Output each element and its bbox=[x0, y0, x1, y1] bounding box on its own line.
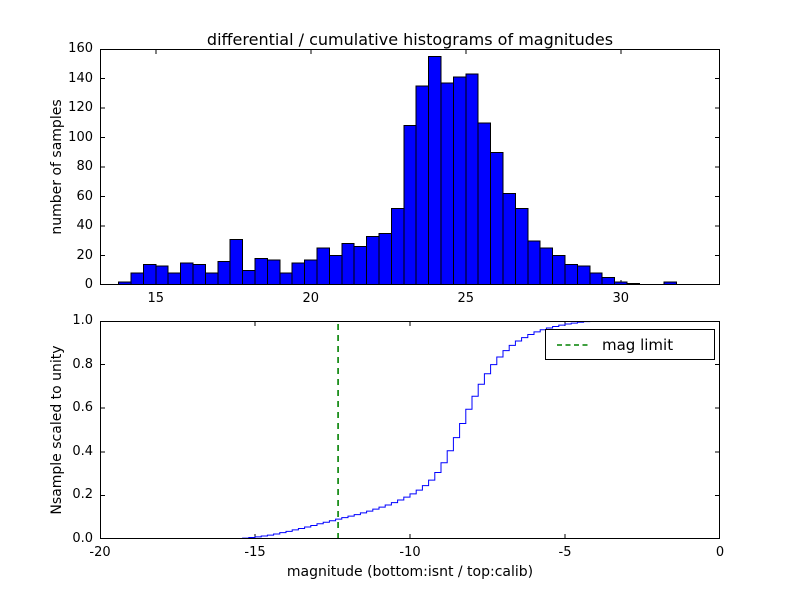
x-tick-label: -5 bbox=[558, 545, 572, 560]
legend-dashed-line-icon bbox=[557, 343, 591, 346]
y-tick-label: 0.2 bbox=[72, 487, 93, 503]
y-tick-label: 0.6 bbox=[72, 400, 93, 416]
y-tick-label: 160 bbox=[68, 41, 93, 56]
y-tick-label: 40 bbox=[76, 218, 93, 233]
x-tick-label: 0 bbox=[715, 545, 725, 560]
y-tick-label: 20 bbox=[76, 247, 93, 263]
y-tick-label: 60 bbox=[76, 188, 93, 204]
y-tick-label: 0.0 bbox=[72, 531, 93, 546]
chart-title: differential / cumulative histograms of … bbox=[206, 30, 614, 49]
x-tick-label: 30 bbox=[612, 291, 630, 306]
x-tick-label: -20 bbox=[89, 545, 111, 560]
y-tick-label: 0 bbox=[84, 277, 93, 292]
x-tick-label: 25 bbox=[457, 291, 475, 306]
x-tick-label: 20 bbox=[302, 291, 320, 306]
y-tick-label: 0.8 bbox=[72, 356, 93, 372]
legend-label: mag limit bbox=[602, 335, 674, 354]
x-tick-label: 15 bbox=[147, 291, 165, 306]
x-axis-label: magnitude (bottom:isnt / top:calib) bbox=[286, 564, 534, 580]
histogram-plot bbox=[100, 49, 720, 285]
y-tick-label: 100 bbox=[68, 129, 93, 145]
y-tick-label: 80 bbox=[76, 159, 93, 174]
x-tick-label: -10 bbox=[399, 545, 421, 560]
y-tick-label: 0.4 bbox=[72, 443, 93, 459]
y-tick-label: 1.0 bbox=[72, 313, 93, 328]
legend: mag limit bbox=[545, 329, 715, 360]
x-tick-label: -15 bbox=[244, 545, 266, 560]
y-tick-label: 140 bbox=[68, 70, 93, 86]
y-tick-label: 120 bbox=[68, 100, 93, 115]
